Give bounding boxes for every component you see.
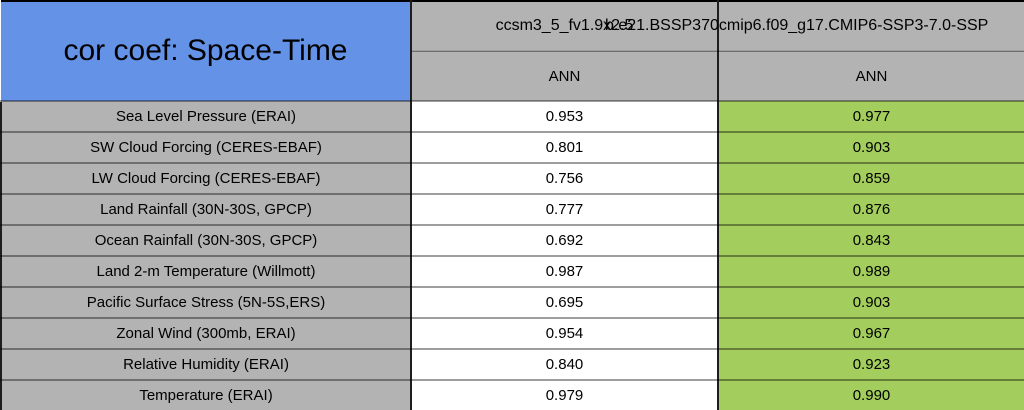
- row-label: Land Rainfall (30N-30S, GPCP): [0, 193, 412, 226]
- column-header-model-1: ccsm3_5_fv1.9x2.5: [410, 0, 719, 52]
- value-cell-model-2: 0.967: [717, 317, 1024, 350]
- value-cell-model-1: 0.801: [410, 131, 719, 164]
- table-row: Ocean Rainfall (30N-30S, GPCP) 0.692 0.843: [0, 224, 1024, 257]
- value-cell-model-1: 0.777: [410, 193, 719, 226]
- row-label: Temperature (ERAI): [0, 379, 412, 410]
- column-header-model-2: b.e21.BSSP370cmip6.f09_g17.CMIP6-SSP3-7.…: [605, 0, 1024, 52]
- table-row: Relative Humidity (ERAI) 0.840 0.923: [0, 348, 1024, 381]
- row-label: Pacific Surface Stress (5N-5S,ERS): [0, 286, 412, 319]
- value-cell-model-1: 0.979: [410, 379, 719, 410]
- value-cell-model-2: 0.843: [717, 224, 1024, 257]
- table-row: Temperature (ERAI) 0.979 0.990: [0, 379, 1024, 410]
- value-cell-model-2: 0.990: [717, 379, 1024, 410]
- value-cell-model-1: 0.953: [410, 100, 719, 133]
- value-cell-model-2: 0.977: [717, 100, 1024, 133]
- table-row: LW Cloud Forcing (CERES-EBAF) 0.756 0.859: [0, 162, 1024, 195]
- table-row: Sea Level Pressure (ERAI) 0.953 0.977: [0, 100, 1024, 133]
- table-row: Land Rainfall (30N-30S, GPCP) 0.777 0.876: [0, 193, 1024, 226]
- table-title: cor coef: Space-Time: [1, 0, 412, 102]
- row-label: Land 2-m Temperature (Willmott): [0, 255, 412, 288]
- value-cell-model-1: 0.840: [410, 348, 719, 381]
- table-body: Sea Level Pressure (ERAI) 0.953 0.977 SW Cl…: [0, 100, 1024, 410]
- row-label: LW Cloud Forcing (CERES-EBAF): [0, 162, 412, 195]
- row-label: Relative Humidity (ERAI): [0, 348, 412, 381]
- model-1-name: ccsm3_5_fv1.9x2.5: [495, 17, 634, 34]
- value-cell-model-1: 0.987: [410, 255, 719, 288]
- row-label: Sea Level Pressure (ERAI): [0, 100, 412, 133]
- value-cell-model-2: 0.989: [717, 255, 1024, 288]
- table-header: cor coef: Space-Time ccsm3_5_fv1.9x2.5 b…: [1, 0, 1024, 102]
- value-cell-model-2: 0.903: [717, 286, 1024, 319]
- row-label: Ocean Rainfall (30N-30S, GPCP): [0, 224, 412, 257]
- table-row: Pacific Surface Stress (5N-5S,ERS) 0.695 0…: [0, 286, 1024, 319]
- season-header-row: ANN ANN: [1, 50, 1024, 102]
- value-cell-model-1: 0.692: [410, 224, 719, 257]
- table-row: Zonal Wind (300mb, ERAI) 0.954 0.967: [0, 317, 1024, 350]
- table-row: Land 2-m Temperature (Willmott) 0.987 0.98…: [0, 255, 1024, 288]
- row-label: Zonal Wind (300mb, ERAI): [0, 317, 412, 350]
- row-label: SW Cloud Forcing (CERES-EBAF): [0, 131, 412, 164]
- value-cell-model-2: 0.859: [717, 162, 1024, 195]
- model-header-row: cor coef: Space-Time ccsm3_5_fv1.9x2.5 b…: [1, 0, 1024, 102]
- model-2-name: b.e21.BSSP370cmip6.f09_g17.CMIP6-SSP3-7.…: [605, 17, 989, 34]
- value-cell-model-2: 0.903: [717, 131, 1024, 164]
- value-cell-model-1: 0.954: [410, 317, 719, 350]
- season-header-model-1: ANN: [410, 50, 719, 102]
- value-cell-model-2: 0.876: [717, 193, 1024, 226]
- value-cell-model-1: 0.695: [410, 286, 719, 319]
- value-cell-model-2: 0.923: [717, 348, 1024, 381]
- table-row: SW Cloud Forcing (CERES-EBAF) 0.801 0.903: [0, 131, 1024, 164]
- season-header-model-2: ANN: [717, 50, 1024, 102]
- value-cell-model-1: 0.756: [410, 162, 719, 195]
